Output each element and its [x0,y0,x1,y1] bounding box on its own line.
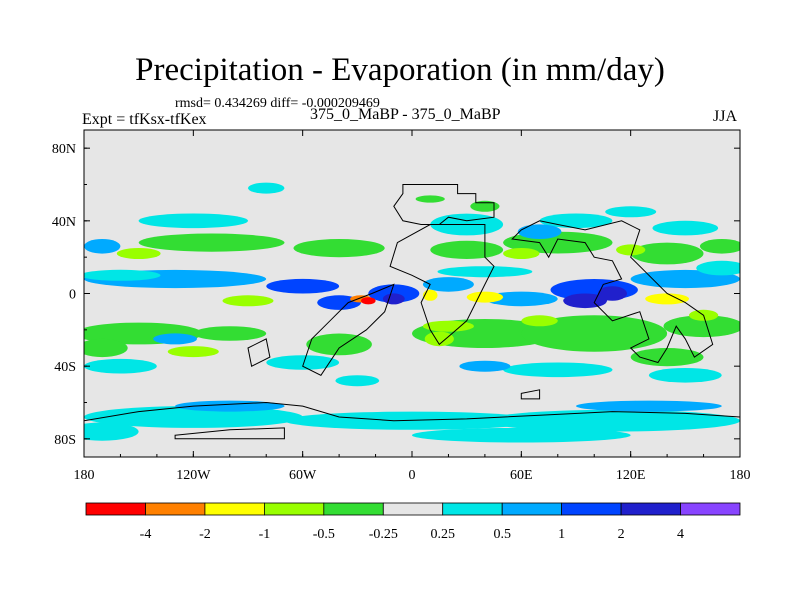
field-patch [422,277,474,292]
field-patch [335,375,380,387]
colorbar-swatch [204,502,265,516]
y-tick-label: 80N [52,142,76,157]
field-patch [306,333,372,356]
experiment-label: Expt = tfKsx-tfKex [82,111,207,128]
field-patch [517,224,562,239]
field-patch [248,182,285,194]
field-patch [484,291,558,307]
colorbar-label: -0.5 [313,527,335,542]
field-patch [422,320,474,332]
season-label: JJA [713,108,738,125]
y-tick-label: 40S [54,360,76,375]
field-patch [412,427,631,443]
colorbar-swatch [85,502,146,516]
colorbar-swatch [145,502,206,516]
colorbar-label: 2 [618,527,625,542]
field-patch [424,331,454,347]
field-patch [138,233,285,252]
colorbar-swatch [680,502,741,516]
field-patch [521,315,558,327]
colorbar-label: -0.25 [369,527,398,542]
colorbar-swatch [323,502,384,516]
field-patch [459,360,511,372]
colorbar-label: 4 [677,527,684,542]
field-patch [84,358,157,374]
field-patch [84,239,121,254]
y-tick-label: 40N [52,215,76,230]
field-patch [576,400,722,412]
field-patch [167,346,219,358]
field-patch [696,260,740,276]
x-tick-label: 60W [289,468,317,483]
land-outline [302,283,395,376]
colorbar-swatch [620,502,681,516]
land-outline [174,427,285,440]
field-patch [84,269,161,281]
field-patch [153,333,198,345]
field-patch [266,355,340,370]
field-patch [699,239,740,254]
x-tick-label: 180 [74,468,95,483]
field-patch [193,326,267,341]
field-patch [597,286,628,301]
colorbar-label: -1 [259,527,271,542]
field-patch [616,244,646,256]
field-patch [652,220,719,236]
colorbar-swatch [263,502,325,516]
field-patch [663,315,740,338]
field-patch [437,266,533,278]
x-tick-label: 0 [409,468,416,483]
y-tick-label: 0 [69,288,76,303]
field-patch [503,362,613,378]
land-outline [393,184,495,225]
x-tick-label: 60E [510,468,533,483]
field-patch [648,368,722,383]
colorbar-swatch [561,502,622,516]
rmsd-diff-stats: rmsd= 0.434269 diff= -0.000209469 [175,96,380,111]
field-patch [503,248,540,259]
chart-title: Precipitation - Evaporation (in mm/day) [135,52,665,88]
field-patch [470,200,500,212]
colorbar-label: -4 [140,527,152,542]
field-patch [605,206,657,218]
field-patch [266,278,340,294]
land-outline [84,401,740,457]
x-tick-label: 180 [730,468,751,483]
field-patch [138,213,248,229]
field-patch [116,248,161,259]
colorbar-label: 0.25 [430,527,455,542]
colorbar-swatch [382,502,444,516]
land-outline [389,224,495,346]
land-outline [511,220,714,364]
y-tick-label: 80S [54,433,76,448]
field-patch [630,348,704,367]
field-patch [430,240,504,259]
colorbar-swatch [501,502,563,516]
colorbar-label: 0.5 [493,527,511,542]
field-patch [521,315,668,352]
field-patch [361,297,376,305]
x-tick-label: 120E [616,468,646,483]
land-outline [247,338,271,367]
land-outline [520,389,541,400]
runs-label: 375_0_MaBP - 375_0_MaBP [310,106,501,123]
x-tick-label: 120W [176,468,211,483]
field-patch [222,295,274,307]
field-patch [317,295,361,310]
field-patch [293,239,385,258]
field-patch [466,291,504,303]
colorbar-swatch [442,502,503,516]
field-patch [415,195,445,203]
field-patch [382,293,405,305]
field-patch [630,242,704,265]
colorbar-label: 1 [558,527,565,542]
field-patch [84,422,139,441]
colorbar-label: -2 [199,527,211,542]
field-patch [645,293,689,305]
field-patch [84,338,128,358]
